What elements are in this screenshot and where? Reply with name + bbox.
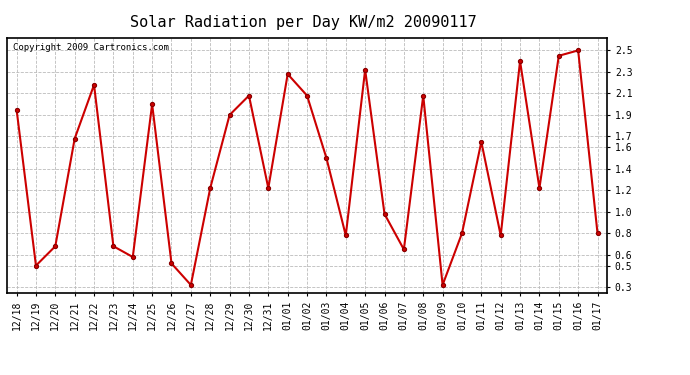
Text: Copyright 2009 Cartronics.com: Copyright 2009 Cartronics.com (13, 43, 169, 52)
Text: Solar Radiation per Day KW/m2 20090117: Solar Radiation per Day KW/m2 20090117 (130, 15, 477, 30)
